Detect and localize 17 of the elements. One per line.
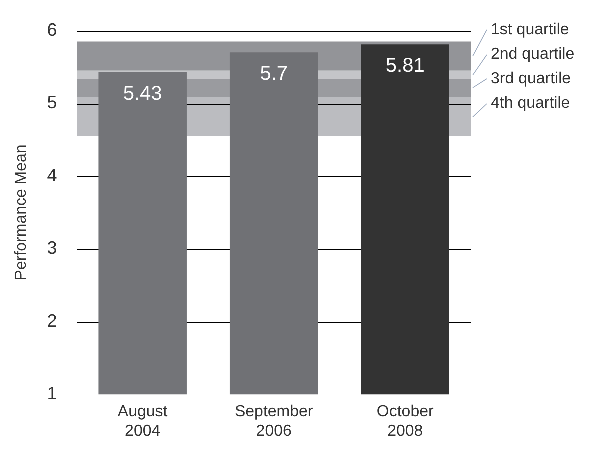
band-label: 2nd quartile: [491, 46, 575, 63]
y-tick-label: 6: [47, 20, 58, 40]
data-label: 5.43: [123, 82, 162, 105]
y-tick-label: 1: [47, 384, 58, 404]
band-label: 4th quartile: [491, 94, 570, 112]
x-tick-label: September 2006: [234, 404, 314, 440]
data-label: 5.7: [260, 63, 288, 86]
y-tick-label: 5: [47, 92, 58, 113]
y-tick-label: 4: [47, 165, 58, 186]
data-label: 5.81: [386, 55, 425, 78]
y-axis-title: Performance Mean: [13, 144, 30, 281]
x-tick-label: August 2004: [118, 404, 168, 440]
x-tick-label: October 2008: [376, 404, 434, 440]
band-label: 3rd quartile: [491, 70, 572, 88]
y-tick-label: 3: [47, 238, 58, 258]
y-tick-label: 2: [47, 310, 58, 331]
band-label: 1st quartile: [491, 21, 570, 38]
